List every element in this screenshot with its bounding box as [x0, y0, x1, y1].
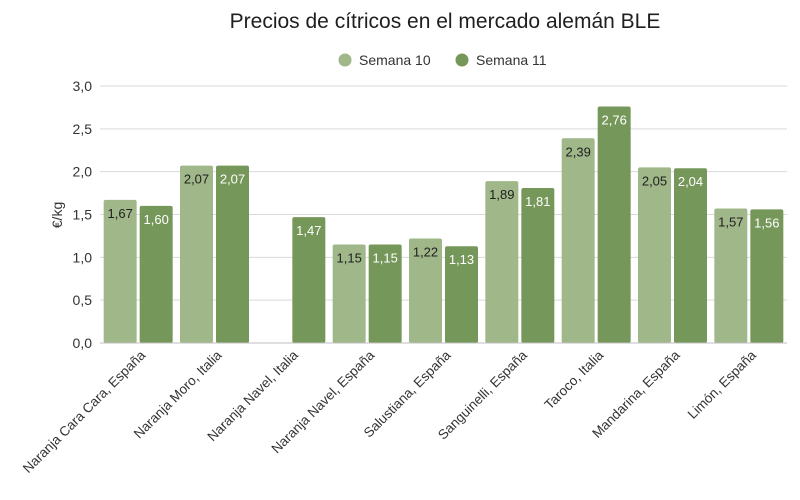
data-label: 2,07	[220, 172, 245, 187]
legend-label: Semana 10	[359, 52, 431, 68]
chart-title: Precios de cítricos en el mercado alemán…	[230, 10, 661, 33]
data-label: 1,57	[718, 215, 743, 230]
data-label: 1,67	[108, 206, 133, 221]
bar	[674, 168, 707, 343]
bar	[103, 199, 137, 343]
x-category-label: Taroco, Italia	[542, 347, 607, 412]
data-label: 1,15	[337, 250, 362, 265]
bar	[409, 238, 442, 343]
bar	[750, 209, 784, 343]
bar	[368, 244, 402, 343]
bar	[180, 165, 213, 343]
x-category-label: Naranja Cara Cara, España	[20, 347, 149, 476]
y-tick-label: 1,5	[73, 207, 93, 223]
data-label: 1,47	[296, 223, 321, 238]
y-axis-ticks: 0,0 0,5 1,0 1,5 2,0 2,5 3,0	[73, 78, 93, 351]
data-label: 1,60	[144, 212, 169, 227]
data-label: 2,76	[602, 113, 627, 128]
data-label: 1,22	[413, 244, 438, 259]
data-label: 1,81	[525, 194, 550, 209]
y-tick-label: 2,0	[73, 164, 93, 180]
y-tick-label: 0,0	[73, 335, 93, 351]
legend-marker	[338, 53, 352, 67]
data-label: 1,13	[449, 252, 474, 267]
data-label: 2,07	[184, 172, 209, 187]
legend: Semana 10 Semana 11	[338, 52, 547, 68]
data-label: 1,56	[754, 215, 779, 230]
y-tick-label: 2,5	[73, 121, 93, 137]
bar	[216, 165, 249, 343]
data-label: 2,04	[678, 174, 703, 189]
y-tick-label: 0,5	[73, 292, 93, 308]
bar	[521, 187, 555, 343]
data-label: 1,89	[489, 187, 514, 202]
bar	[561, 138, 595, 343]
y-tick-label: 3,0	[73, 78, 93, 94]
data-label: 2,05	[642, 173, 667, 188]
y-axis-label: €/kg	[49, 202, 65, 228]
bar	[597, 106, 631, 343]
data-label: 2,39	[566, 144, 591, 159]
bar	[638, 167, 671, 343]
legend-label: Semana 11	[476, 52, 547, 68]
bars	[103, 106, 784, 343]
data-label: 1,15	[373, 250, 398, 265]
gridlines	[100, 85, 787, 301]
data-labels: 1,67 1,60 2,07 2,07 1,47 1,15 1,15 1,22 1,13 1,89…	[108, 113, 780, 268]
bar	[139, 205, 173, 343]
legend-marker	[455, 53, 469, 67]
bar	[445, 246, 478, 343]
bar	[332, 244, 366, 343]
y-tick-label: 1,0	[73, 249, 93, 265]
bar	[714, 208, 748, 343]
x-category-label: Limón, España	[685, 347, 760, 422]
bar	[292, 217, 326, 343]
bar	[485, 181, 519, 343]
x-category-label: Mandarina, España	[589, 347, 683, 441]
